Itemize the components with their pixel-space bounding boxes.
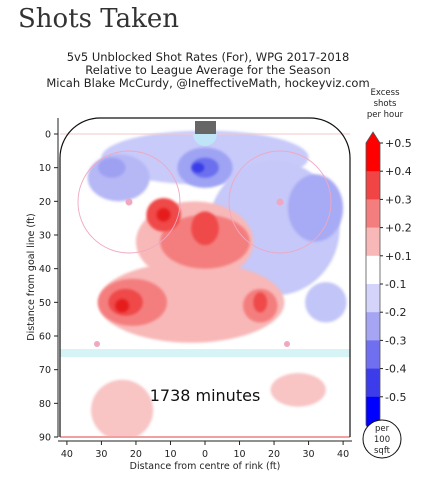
unit-badge-line-2: 100 — [374, 435, 390, 445]
contour-blue-right-faceoff — [287, 174, 344, 242]
contour-red-neutral-right — [270, 373, 326, 407]
colorbar-tick-label: -0.1 — [385, 278, 406, 291]
colorbar-tick-label: +0.4 — [385, 165, 412, 178]
colorbar-band — [366, 340, 380, 370]
page-title: Shots Taken — [18, 4, 179, 34]
contour-red-slot-right-hot — [191, 211, 219, 246]
goal-net — [195, 121, 216, 134]
y-axis-label: Distance from goal line (ft) — [26, 213, 37, 341]
colorbar-tick-label: -0.2 — [385, 306, 406, 319]
chart-title-line-1: 5v5 Unblocked Shot Rates (For), WPG 2017… — [67, 50, 350, 64]
colorbar-band — [366, 199, 380, 229]
right-neutral-dot — [284, 341, 290, 347]
left-faceoff-circle — [77, 150, 181, 254]
unit-badge-line-1: per — [375, 424, 390, 434]
x-tick-label: 0 — [202, 449, 208, 460]
x-tick-label: 30 — [303, 449, 315, 460]
y-tick-label: 50 — [39, 298, 51, 309]
colorbar-title-line-1: Excess — [370, 88, 400, 98]
colorbar-band — [366, 396, 380, 426]
contour-red-slot-peak — [156, 208, 171, 222]
contour-blue-crease-peak — [191, 162, 205, 173]
contour-blue-right-lower — [305, 282, 347, 323]
x-tick-label: 30 — [95, 449, 107, 460]
left-faceoff-dot — [125, 198, 133, 206]
colorbar-band — [366, 143, 380, 172]
rink-boards — [59, 117, 351, 437]
y-tick-label: 30 — [39, 231, 51, 242]
x-axis-label: Distance from centre of rink (ft) — [130, 461, 281, 472]
y-tick-label: 70 — [39, 365, 51, 376]
right-faceoff-dot — [276, 198, 284, 206]
contour-red-low-peak — [115, 298, 130, 313]
x-tick-label: 40 — [61, 449, 73, 460]
y-tick-label: 0 — [45, 130, 51, 141]
colorbar-top-arrow — [366, 132, 380, 143]
left-neutral-dot — [94, 341, 100, 347]
heatmap-layer — [87, 130, 347, 437]
colorbar-band — [366, 312, 380, 341]
colorbar-band — [366, 368, 380, 398]
chart-title-line-3: Micah Blake McCurdy, @IneffectiveMath, h… — [46, 76, 369, 90]
unit-badge-circle — [362, 419, 402, 459]
x-tick-label: 20 — [268, 449, 280, 460]
colorbar-band — [366, 255, 380, 285]
colorbar: Excess shots per hour +0.5 +0.4 +0.3 +0.2 +0… — [365, 88, 412, 437]
x-axis: 40 30 20 10 0 10 20 30 40 — [58, 440, 352, 460]
unit-badge: per 100 sqft — [362, 419, 402, 459]
y-tick-label: 80 — [39, 399, 51, 410]
colorbar-title-line-3: per hour — [367, 110, 404, 120]
x-tick-label: 20 — [130, 449, 142, 460]
unit-badge-line-3: sqft — [374, 446, 391, 456]
colorbar-band — [366, 227, 380, 257]
y-tick-label: 60 — [39, 332, 51, 343]
minutes-annotation: 1738 minutes — [150, 386, 261, 405]
right-faceoff-circle — [228, 150, 332, 254]
colorbar-band — [366, 171, 380, 200]
colorbar-band — [366, 284, 380, 313]
chart-title-line-2: Relative to League Average for the Seaso… — [85, 63, 331, 77]
colorbar-tick-label: +0.1 — [385, 250, 412, 263]
contour-red-neutral-left — [91, 379, 154, 437]
y-tick-label: 10 — [39, 163, 51, 174]
colorbar-tick-label: -0.4 — [385, 363, 406, 376]
blue-line — [60, 349, 350, 357]
colorbar-title-line-2: shots — [374, 99, 397, 109]
colorbar-tick-label: +0.3 — [385, 193, 412, 206]
x-tick-label: 40 — [337, 449, 349, 460]
y-tick-label: 20 — [39, 197, 51, 208]
x-tick-label: 10 — [164, 449, 176, 460]
contour-red-low-right-hot — [253, 292, 268, 313]
y-axis: 0 10 20 30 40 50 60 70 80 90 — [39, 118, 59, 444]
y-tick-label: 90 — [39, 433, 51, 444]
colorbar-tick-label: +0.5 — [385, 137, 412, 150]
y-tick-label: 40 — [39, 264, 51, 275]
goal-crease — [193, 134, 217, 146]
colorbar-tick-label: -0.3 — [385, 334, 406, 347]
rink-markings — [59, 117, 351, 438]
contour-blue-left-point — [97, 157, 126, 178]
colorbar-tick-label: -0.5 — [385, 391, 406, 404]
x-tick-label: 10 — [233, 449, 245, 460]
colorbar-tick-label: +0.2 — [385, 222, 412, 235]
